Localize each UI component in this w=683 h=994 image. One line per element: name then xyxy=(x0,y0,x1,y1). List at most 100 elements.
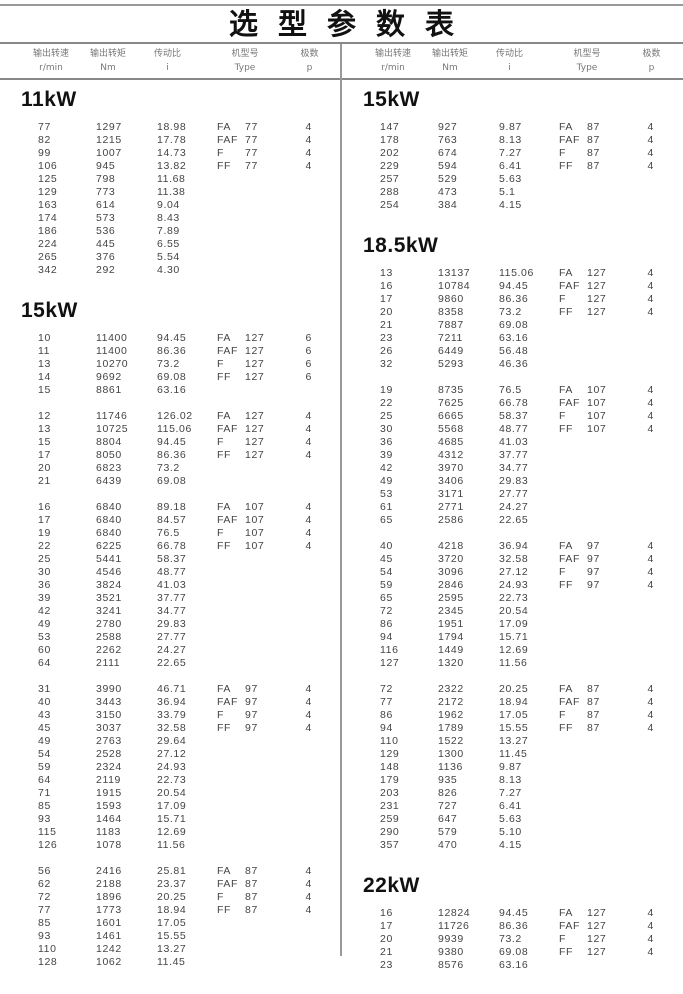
cell-size: 127 xyxy=(245,371,265,383)
cell-speed: 231 xyxy=(380,800,400,812)
table-row: 110 1522 13.27 xyxy=(363,735,683,748)
table-row: 86 1951 17.09 xyxy=(363,618,683,631)
model-group: 77 1297 18.98 FA 77 4 82 1215 17.78 FAF 77 4 99 1007 1… xyxy=(21,121,361,277)
cell-torque: 798 xyxy=(96,173,116,185)
cell-torque: 8735 xyxy=(438,384,464,396)
model-group: 16 12824 94.45 FA 127 4 17 11726 86.36 FAF 127 4 20 9… xyxy=(363,907,683,972)
table-row: 60 2262 24.27 xyxy=(21,644,361,657)
table-row: 54 2528 27.12 xyxy=(21,748,361,761)
cell-speed: 126 xyxy=(38,839,58,851)
cell-ratio: 9.87 xyxy=(499,121,522,133)
cell-torque: 5568 xyxy=(438,423,464,435)
cell-type: FA xyxy=(559,683,574,695)
power-section: 15kW 10 11400 94.45 FA 127 6 11 11400 86.36 FAF 127… xyxy=(21,299,361,969)
cell-torque: 3096 xyxy=(438,566,464,578)
cell-speed: 39 xyxy=(380,449,393,461)
table-row: 115 1183 12.69 xyxy=(21,826,361,839)
section-title: 15kW xyxy=(363,88,420,111)
header-type-en: Type xyxy=(576,63,598,73)
cell-poles: 4 xyxy=(305,904,312,916)
power-section: 18.5kW 13 13137 115.06 FA 127 4 16 10784 94.45 FAF… xyxy=(363,234,683,852)
header-ratio: 传动比 i xyxy=(140,47,195,75)
cell-speed: 40 xyxy=(38,696,51,708)
cell-size: 87 xyxy=(245,904,258,916)
cell-ratio: 89.18 xyxy=(157,501,187,513)
cell-torque: 1896 xyxy=(96,891,122,903)
cell-size: 107 xyxy=(587,410,607,422)
cell-speed: 290 xyxy=(380,826,400,838)
cell-speed: 49 xyxy=(38,618,51,630)
cell-speed: 32 xyxy=(380,358,393,370)
cell-ratio: 15.55 xyxy=(499,722,529,734)
cell-ratio: 20.25 xyxy=(157,891,187,903)
cell-poles: 4 xyxy=(305,527,312,539)
cell-size: 87 xyxy=(587,147,600,159)
table-row: 129 1300 11.45 xyxy=(363,748,683,761)
header-ratio-cn: 传动比 xyxy=(153,49,181,59)
cell-ratio: 15.71 xyxy=(157,813,187,825)
cell-poles: 6 xyxy=(305,358,312,370)
cell-type: FAF xyxy=(217,878,239,890)
cell-ratio: 58.37 xyxy=(499,410,529,422)
cell-speed: 25 xyxy=(380,410,393,422)
cell-ratio: 86.36 xyxy=(499,293,529,305)
table-row: 129 773 11.38 xyxy=(21,186,361,199)
cell-ratio: 13.82 xyxy=(157,160,187,172)
cell-size: 87 xyxy=(587,696,600,708)
cell-ratio: 27.77 xyxy=(499,488,529,500)
cell-speed: 94 xyxy=(380,631,393,643)
cell-ratio: 48.77 xyxy=(157,566,187,578)
cell-type: FA xyxy=(217,121,232,133)
cell-poles: 4 xyxy=(305,540,312,552)
cell-poles: 4 xyxy=(647,134,654,146)
table-row: 110 1242 13.27 xyxy=(21,943,361,956)
cell-type: FAF xyxy=(559,920,581,932)
table-row: 25 6665 58.37 F 107 4 xyxy=(363,410,683,423)
cell-ratio: 6.41 xyxy=(499,160,522,172)
cell-speed: 65 xyxy=(380,592,393,604)
cell-ratio: 6.41 xyxy=(499,800,522,812)
cell-poles: 4 xyxy=(647,579,654,591)
cell-poles: 4 xyxy=(305,436,312,448)
cell-torque: 2780 xyxy=(96,618,122,630)
cell-speed: 116 xyxy=(380,644,399,656)
cell-poles: 4 xyxy=(305,709,312,721)
power-section: 22kW 16 12824 94.45 FA 127 4 17 11726 86.36 FAF 127… xyxy=(363,874,683,972)
header-torque: 输出转矩 Nm xyxy=(78,47,138,75)
cell-torque: 6840 xyxy=(96,501,122,513)
cell-size: 127 xyxy=(587,920,607,932)
cell-size: 77 xyxy=(245,121,258,133)
table-row: 39 4312 37.77 xyxy=(363,449,683,462)
cell-size: 127 xyxy=(245,358,265,370)
cell-torque: 9860 xyxy=(438,293,464,305)
cell-speed: 36 xyxy=(380,436,393,448)
cell-torque: 7211 xyxy=(438,332,463,344)
model-group: 56 2416 25.81 FA 87 4 62 2188 23.37 FAF 87 4 72 1896 2… xyxy=(21,865,361,969)
cell-ratio: 15.55 xyxy=(157,930,187,942)
cell-ratio: 34.77 xyxy=(499,462,529,474)
cell-ratio: 126.02 xyxy=(157,410,193,422)
cell-size: 87 xyxy=(245,878,258,890)
cell-ratio: 46.71 xyxy=(157,683,187,695)
table-row: 357 470 4.15 xyxy=(363,839,683,852)
cell-torque: 5441 xyxy=(96,553,122,565)
cell-torque: 7887 xyxy=(438,319,464,331)
cell-poles: 4 xyxy=(647,293,654,305)
table-row: 12 11746 126.02 FA 127 4 xyxy=(21,410,361,423)
cell-torque: 2771 xyxy=(438,501,464,513)
cell-type: FA xyxy=(559,267,574,279)
right-column: 15kW 147 927 9.87 FA 87 4 178 763 8.13 FAF 87 4 202 67… xyxy=(363,88,683,994)
cell-size: 127 xyxy=(245,332,265,344)
cell-ratio: 27.12 xyxy=(157,748,187,760)
cell-ratio: 13.27 xyxy=(157,943,187,955)
table-row: 53 3171 27.77 xyxy=(363,488,683,501)
cell-torque: 1794 xyxy=(438,631,464,643)
table-row: 42 3970 34.77 xyxy=(363,462,683,475)
cell-speed: 45 xyxy=(38,722,51,734)
table-row: 85 1601 17.05 xyxy=(21,917,361,930)
cell-speed: 45 xyxy=(380,553,393,565)
cell-ratio: 24.93 xyxy=(499,579,529,591)
cell-torque: 2416 xyxy=(96,865,122,877)
table-row: 59 2846 24.93 FF 97 4 xyxy=(363,579,683,592)
cell-ratio: 29.64 xyxy=(157,735,187,747)
